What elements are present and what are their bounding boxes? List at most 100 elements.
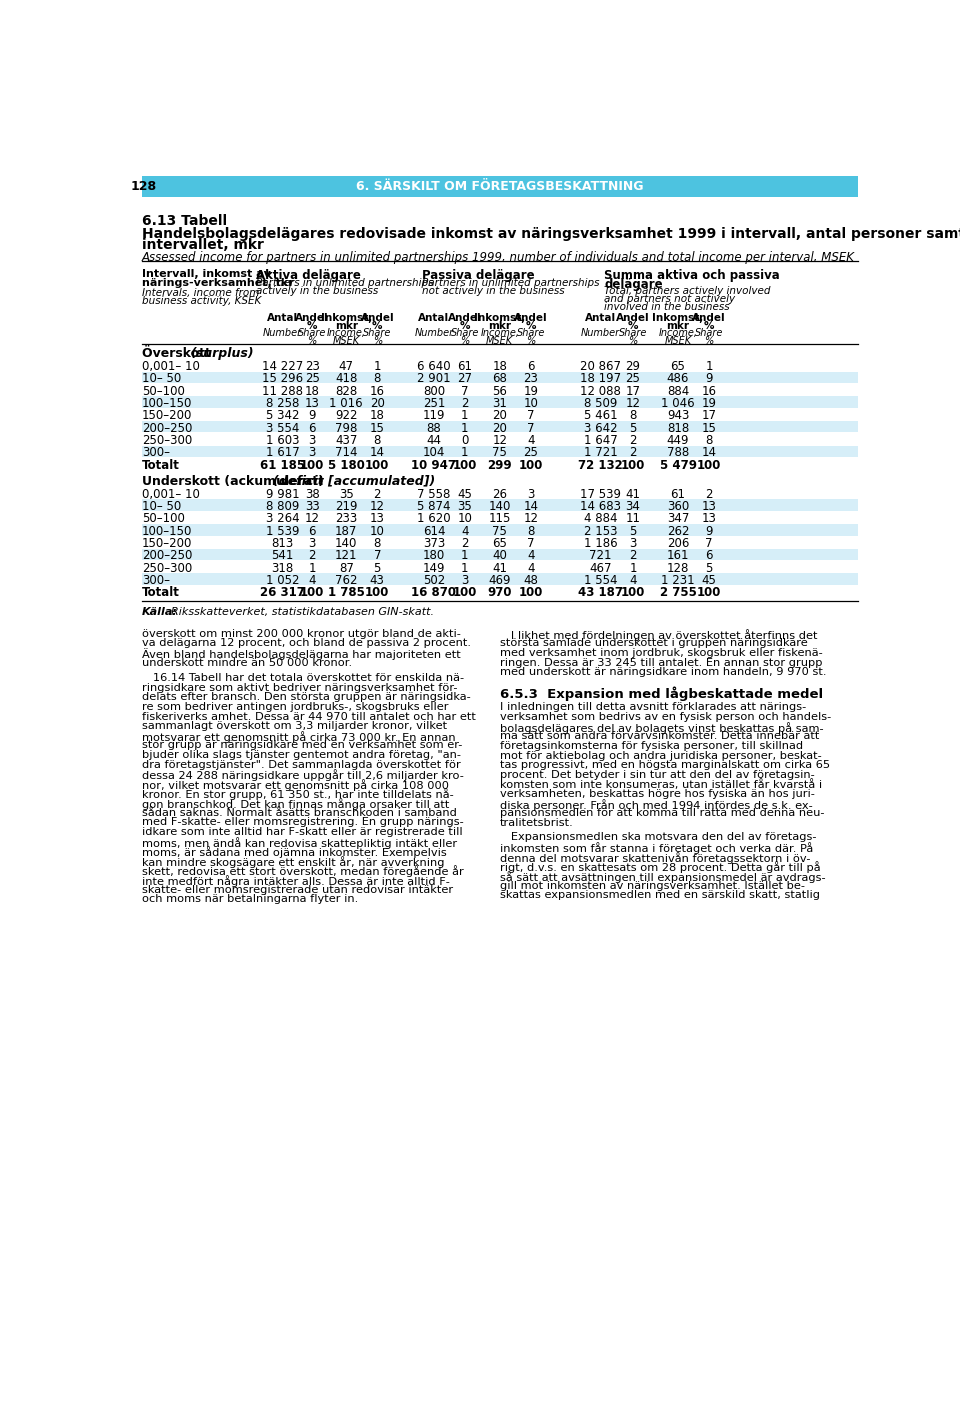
Text: 250–300: 250–300	[142, 434, 192, 447]
Text: inte medfört några intäkter alls. Dessa är inte alltid F-: inte medfört några intäkter alls. Dessa …	[142, 875, 449, 888]
Text: 1: 1	[461, 562, 468, 575]
Text: 318: 318	[272, 562, 294, 575]
Text: 1: 1	[706, 361, 712, 373]
Text: 45: 45	[702, 573, 716, 588]
Text: Antal: Antal	[419, 313, 449, 323]
Text: nor, vilket motsvarar ett genomsnitt på cirka 108 000: nor, vilket motsvarar ett genomsnitt på …	[142, 779, 448, 790]
Text: 17 539: 17 539	[580, 488, 621, 500]
Text: 3: 3	[461, 573, 468, 588]
Text: Inkomst,: Inkomst,	[321, 313, 372, 323]
Bar	[142, 573, 858, 585]
Text: 970: 970	[488, 586, 512, 599]
Text: business activity, KSEK: business activity, KSEK	[142, 296, 261, 306]
Text: 5: 5	[630, 524, 636, 538]
Text: gill mot inkomsten av näringsverksamhet. Istället be-: gill mot inkomsten av näringsverksamhet.…	[500, 881, 804, 890]
Text: 7: 7	[527, 410, 535, 423]
Text: 121: 121	[335, 550, 357, 562]
Text: 10 947: 10 947	[412, 458, 456, 472]
Text: 15 296: 15 296	[262, 372, 303, 385]
Text: kan mindre skogsägare ett enskilt år, när avverkning: kan mindre skogsägare ett enskilt år, nä…	[142, 855, 444, 868]
Bar	[142, 548, 858, 561]
Text: 38: 38	[305, 488, 320, 500]
Text: ringen. Dessa är 33 245 till antalet. En annan stor grupp: ringen. Dessa är 33 245 till antalet. En…	[500, 658, 823, 668]
Bar	[142, 499, 858, 511]
Text: %: %	[372, 337, 382, 347]
Text: 467: 467	[589, 562, 612, 575]
Text: Assessed income for partners in unlimited partnerships 1999, number of individua: Assessed income for partners in unlimite…	[142, 251, 854, 265]
Text: 27: 27	[457, 372, 472, 385]
Text: 12: 12	[523, 513, 539, 526]
Text: 65: 65	[492, 537, 507, 550]
Text: Summa aktiva och passiva: Summa aktiva och passiva	[605, 269, 780, 282]
Text: 48: 48	[523, 573, 539, 588]
Text: Andel: Andel	[692, 313, 726, 323]
Text: re som bedriver antingen jordbruks-, skogsbruks eller: re som bedriver antingen jordbruks-, sko…	[142, 702, 448, 712]
Text: 3 554: 3 554	[266, 421, 300, 434]
Text: Andel: Andel	[616, 313, 650, 323]
Text: 43 187: 43 187	[578, 586, 623, 599]
Text: ringsidkare som aktivt bedriver näringsverksamhet för-: ringsidkare som aktivt bedriver näringsv…	[142, 683, 457, 693]
Text: 614: 614	[422, 524, 445, 538]
Text: 1: 1	[373, 361, 381, 373]
Text: 8 809: 8 809	[266, 500, 300, 513]
Text: 4: 4	[527, 562, 535, 575]
Text: 884: 884	[667, 385, 689, 397]
Text: Intervals, income from: Intervals, income from	[142, 289, 259, 299]
Text: Totalt: Totalt	[142, 586, 180, 599]
Text: Andel: Andel	[448, 313, 482, 323]
Text: 2: 2	[630, 550, 636, 562]
Text: Income,: Income,	[326, 328, 366, 338]
Text: 1 647: 1 647	[584, 434, 617, 447]
Text: Aktiva delägare: Aktiva delägare	[255, 269, 361, 282]
Text: 20 867: 20 867	[580, 361, 621, 373]
Text: Partners in unlimited partnerships: Partners in unlimited partnerships	[255, 279, 433, 289]
Text: 14: 14	[702, 447, 716, 459]
Text: 100: 100	[697, 586, 721, 599]
Text: denna del motsvarar skattenivån företagssektorn i öv-: denna del motsvarar skattenivån företags…	[500, 851, 810, 864]
Text: 29: 29	[626, 361, 640, 373]
Text: 119: 119	[422, 410, 445, 423]
Text: 5 342: 5 342	[266, 410, 300, 423]
Bar	[142, 421, 858, 433]
Text: 25: 25	[304, 372, 320, 385]
Text: 5: 5	[630, 421, 636, 434]
Text: 219: 219	[335, 500, 357, 513]
Text: I likhet med fördelningen av överskottet återfinns det: I likhet med fördelningen av överskottet…	[500, 628, 817, 641]
Text: mkr: mkr	[489, 321, 512, 331]
Text: 100: 100	[518, 458, 543, 472]
Text: stor grupp är näringsidkare med en verksamhet som er-: stor grupp är näringsidkare med en verks…	[142, 740, 462, 751]
Text: 6: 6	[308, 524, 316, 538]
Text: 1 721: 1 721	[584, 447, 617, 459]
Text: Antal: Antal	[267, 313, 299, 323]
Text: 72 132: 72 132	[578, 458, 623, 472]
Text: 798: 798	[335, 421, 357, 434]
Text: Antal: Antal	[585, 313, 616, 323]
Text: 11 288: 11 288	[262, 385, 303, 397]
Text: 7: 7	[527, 537, 535, 550]
Text: 13: 13	[304, 397, 320, 410]
Text: 150–200: 150–200	[142, 410, 192, 423]
Text: 100: 100	[697, 458, 721, 472]
Text: 100: 100	[300, 458, 324, 472]
Text: 100: 100	[621, 458, 645, 472]
Text: %: %	[526, 337, 536, 347]
Text: Number: Number	[263, 328, 302, 338]
Text: 8: 8	[373, 537, 381, 550]
Text: MSEK: MSEK	[664, 337, 691, 347]
Text: 714: 714	[335, 447, 357, 459]
Text: 10– 50: 10– 50	[142, 500, 180, 513]
Text: delats efter bransch. Den största gruppen är näringsidka-: delats efter bransch. Den största gruppe…	[142, 692, 470, 702]
Text: 15: 15	[702, 421, 716, 434]
Text: 721: 721	[589, 550, 612, 562]
Text: %: %	[628, 321, 638, 331]
Text: 3: 3	[308, 537, 316, 550]
Text: skett, redovisa ett stort överskott, medan föregående år: skett, redovisa ett stort överskott, med…	[142, 865, 464, 878]
Text: 299: 299	[488, 458, 512, 472]
Text: Share: Share	[695, 328, 723, 338]
Text: intervallet, mkr: intervallet, mkr	[142, 238, 264, 252]
Text: 6. SÄRSKILT OM FÖRETAGSBESKATTNING: 6. SÄRSKILT OM FÖRETAGSBESKATTNING	[356, 179, 643, 193]
Text: 41: 41	[492, 562, 507, 575]
Text: 23: 23	[523, 372, 539, 385]
Text: 418: 418	[335, 372, 357, 385]
Text: MSEK: MSEK	[486, 337, 514, 347]
